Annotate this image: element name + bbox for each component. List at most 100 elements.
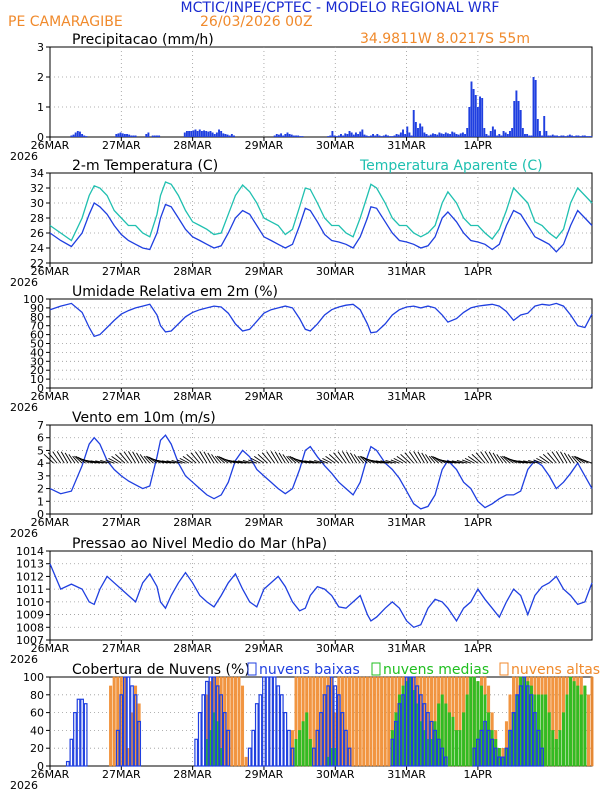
precip-bar	[387, 135, 389, 137]
precip-bar	[85, 136, 88, 137]
precip-bar	[374, 135, 377, 137]
precip-bar	[188, 131, 191, 137]
precip-bar	[573, 136, 576, 137]
precip-bar	[389, 136, 392, 137]
wind-arrow	[451, 460, 464, 464]
cloud-bar-nuvens-baixas	[336, 694, 341, 767]
cloud-bar-nuvens-baixas	[197, 711, 202, 767]
legend-swatch-nuvens-baixas	[247, 662, 257, 676]
cloud-bar-nuvens-medias	[294, 739, 298, 767]
cloud-bar-nuvens-altas	[365, 676, 369, 767]
clouds-title: Cobertura de Nuvens (%)	[72, 662, 250, 678]
pres-ytick-label: 1014	[16, 545, 44, 558]
cloud-bar-nuvens-baixas	[344, 729, 348, 767]
wind-arrow	[233, 460, 247, 464]
wind-arrow	[573, 455, 582, 464]
precip-bar	[590, 136, 593, 137]
cloud-bar-nuvens-medias	[583, 685, 587, 767]
clouds-xtick-label: 1APR	[463, 768, 492, 781]
cloud-bar-nuvens-altas	[586, 694, 590, 767]
precip-bar	[429, 134, 432, 137]
precip-bar	[81, 134, 84, 137]
wind-arrow	[425, 454, 432, 464]
precip-bar	[194, 129, 197, 137]
precip-xtick-label: 1APR	[463, 139, 492, 152]
cloud-bar-nuvens-baixas	[215, 685, 220, 767]
cloud-bar-nuvens-altas	[387, 676, 391, 767]
wind-arrow	[186, 454, 197, 464]
wind-arrow	[68, 454, 76, 464]
precip-bar	[342, 135, 345, 137]
wind-arrow	[413, 451, 422, 464]
precip-ytick-label: 1	[37, 101, 44, 114]
legend-swatch-nuvens-medias	[371, 662, 381, 676]
cloud-bar-nuvens-baixas	[340, 711, 345, 767]
precip-bar	[130, 135, 133, 137]
precip-bar	[126, 134, 128, 137]
precip-bar	[215, 132, 218, 137]
cloud-bar-nuvens-baixas	[194, 738, 199, 767]
precip-bar	[519, 110, 522, 137]
wind-arrow	[502, 455, 511, 464]
precip-bar	[78, 131, 81, 137]
precip-bar	[196, 131, 199, 137]
cloud-bar-nuvens-medias	[308, 739, 312, 767]
cloud-bar-nuvens-baixas	[290, 747, 295, 767]
precip-bar	[524, 134, 526, 137]
precip-bar	[538, 131, 541, 137]
pres-xtick-label: 31MAR	[387, 642, 426, 655]
precip-frame	[49, 46, 593, 138]
wind-arrow	[319, 459, 329, 464]
cloud-bar-nuvens-baixas	[393, 720, 398, 767]
cloud-bar-nuvens-baixas	[254, 703, 259, 767]
cloud-bar-nuvens-altas	[244, 756, 248, 767]
cloud-bar-nuvens-medias	[451, 716, 455, 767]
wind-arrow	[404, 452, 415, 464]
wind-arrow	[314, 459, 325, 464]
cloud-bar-nuvens-altas	[590, 676, 594, 767]
wind-arrow	[442, 460, 457, 464]
precip-bar	[359, 131, 362, 137]
cloud-bar-nuvens-baixas	[130, 685, 134, 767]
cloud-bar-nuvens-medias	[447, 712, 451, 767]
precip-bar	[357, 134, 360, 137]
cloud-bar-nuvens-baixas	[122, 676, 127, 767]
cloud-bar-nuvens-baixas	[208, 676, 213, 767]
cloud-bar-nuvens-baixas	[500, 756, 505, 767]
cloud-bar-nuvens-baixas	[518, 685, 523, 767]
wind-ytick-label: 0	[37, 508, 44, 521]
cloud-bar-nuvens-baixas	[401, 694, 405, 767]
wind-arrow	[571, 455, 579, 464]
precip-bar	[397, 134, 400, 137]
pres-line-pressao	[49, 563, 593, 629]
precip-bar	[541, 135, 544, 137]
wind-arrow	[60, 451, 69, 464]
precip-bar	[564, 136, 567, 137]
cloud-bar-nuvens-medias	[558, 730, 562, 767]
pres-xtick-label: 28MAR	[173, 642, 212, 655]
temp-ytick-label: 34	[30, 167, 44, 180]
wind-arrow	[194, 451, 204, 464]
precip-bar	[442, 134, 445, 137]
precip-bar	[340, 134, 342, 137]
precip-bar	[151, 135, 154, 137]
precip-bar	[558, 136, 561, 137]
rh-xtick-label: 31MAR	[387, 390, 426, 403]
cloud-bar-nuvens-baixas	[522, 676, 527, 767]
pres-frame	[49, 550, 593, 641]
wind-arrow	[523, 460, 536, 464]
precip-bar	[226, 134, 229, 137]
wind-arrow	[216, 455, 226, 464]
cloud-bar-nuvens-medias	[458, 730, 462, 767]
wind-arrow	[500, 455, 507, 464]
cloud-bar-nuvens-baixas	[287, 729, 291, 767]
wind-arrow	[462, 459, 471, 464]
wind-arrow	[214, 455, 222, 464]
wind-arrow	[203, 451, 211, 464]
wind-arrow	[207, 452, 215, 464]
precip-bar	[207, 131, 210, 137]
wind-arrow	[560, 451, 568, 464]
cloud-bar-nuvens-baixas	[347, 747, 352, 767]
clouds-xtick-label: 27MAR	[102, 768, 141, 781]
precip-bar	[277, 134, 280, 137]
